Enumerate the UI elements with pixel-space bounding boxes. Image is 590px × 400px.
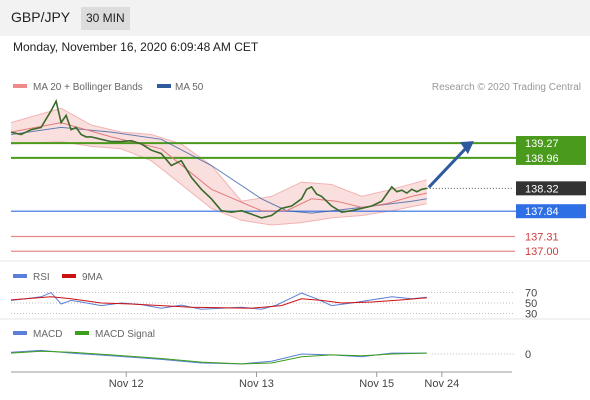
level-label: 138.32 [525, 183, 559, 195]
x-tick-label: Nov 13 [239, 378, 274, 390]
level-tag [516, 204, 586, 219]
price-line [10, 98, 427, 219]
macd-legend: MACD MACD Signal [13, 329, 155, 340]
legend-label-ma50: MA 50 [175, 82, 204, 93]
forecast-arrowhead [459, 141, 474, 155]
time-axis: Nov 12 Nov 13 Nov 15 Nov 24 [11, 371, 512, 390]
level-label: 137.31 [525, 231, 559, 243]
resistance-tag [516, 136, 586, 165]
legend-label-macd-signal: MACD Signal [95, 329, 155, 340]
legend-swatch-9ma [62, 274, 76, 278]
x-tick-label: Nov 15 [359, 378, 394, 390]
macd-panel: 0 [10, 349, 531, 365]
legend-label-ma20: MA 20 + Bollinger Bands [33, 82, 143, 93]
bollinger-upper-line [10, 107, 427, 202]
x-tick-label: Nov 24 [424, 378, 459, 390]
main-legend: MA 20 + Bollinger Bands MA 50 [13, 82, 204, 93]
macd-tick-label: 0 [525, 349, 531, 361]
level-label: 137.84 [525, 206, 559, 218]
price-panel: 139.27138.96138.32137.84137.31137.00139.… [10, 98, 586, 258]
legend-label-rsi: RSI [33, 272, 50, 283]
legend-label-9ma: 9MA [82, 272, 103, 283]
resistance-label: 138.96 [525, 153, 559, 165]
pair-title: GBP/JPY [11, 9, 71, 25]
forecast-arrow [427, 145, 470, 189]
legend-swatch-macd [13, 331, 27, 335]
level-tag [516, 181, 586, 196]
header-bar: GBP/JPY 30 MIN [0, 0, 590, 36]
rsi-series-line [10, 296, 427, 309]
legend-swatch-ma20 [13, 84, 27, 88]
resistance-label: 139.27 [525, 138, 559, 150]
legend-swatch-macd-signal [75, 331, 89, 335]
macd-series-line [10, 350, 427, 365]
rsi-series-line [10, 291, 427, 310]
date-line: Monday, November 16, 2020 6:09:48 AM CET [13, 40, 259, 54]
rsi-tick-label: 50 [525, 298, 537, 310]
legend-label-macd: MACD [33, 329, 62, 340]
rsi-tick-label: 30 [525, 308, 537, 320]
rsi-legend: RSI 9MA [13, 272, 103, 283]
level-label: 137.00 [525, 246, 559, 258]
legend-swatch-ma50 [157, 84, 171, 88]
rsi-tick-label: 70 [525, 288, 537, 300]
source-label: Research © 2020 Trading Central [432, 82, 581, 93]
ma20-line [10, 122, 427, 212]
legend-swatch-rsi [13, 274, 27, 278]
x-tick-label: Nov 12 [109, 378, 144, 390]
timeframe-button[interactable]: 30 MIN [81, 7, 130, 30]
bollinger-lower-line [10, 141, 427, 226]
